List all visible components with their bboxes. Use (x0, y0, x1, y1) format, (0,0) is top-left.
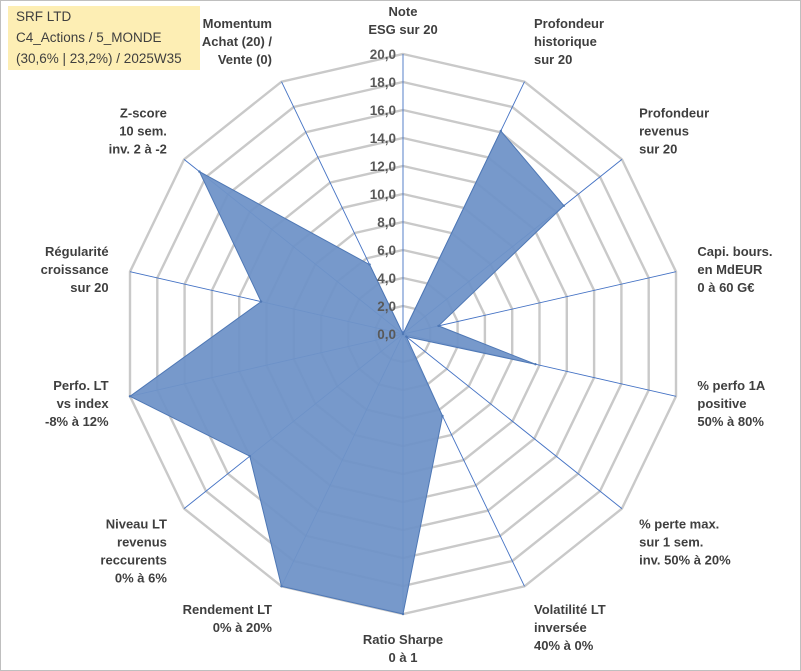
series-point (128, 395, 132, 398)
tick-label: 14,0 (370, 131, 396, 146)
series-point (368, 263, 371, 266)
category-labels: Note ESG sur 20 Profondeur historique sur 20… (41, 4, 773, 665)
category-label: Niveau LT revenus reccurents 0% à 6% (100, 516, 167, 585)
series-point (405, 335, 408, 338)
category-label: Z-score 10 sem. inv. 2 à -2 (109, 106, 167, 157)
info-stats: (30,6% | 23,2%) / 2025W35 (16, 51, 182, 66)
tick-label: 4,0 (377, 271, 396, 286)
series-point (259, 300, 263, 303)
info-box: SRF LTD C4_Actions / 5_MONDE (30,6% | 23… (8, 6, 200, 70)
category-label: Perfo. LT vs index -8% à 12% (45, 378, 109, 429)
tick-label: 6,0 (377, 243, 396, 258)
category-label: Volatilité LT inversée 40% à 0% (534, 602, 606, 653)
spoke-line (402, 271, 677, 335)
radar-series (128, 129, 566, 616)
tick-label: 10,0 (370, 187, 396, 202)
series-point (248, 455, 251, 458)
series-point (437, 324, 440, 328)
tick-label: 20,0 (370, 47, 396, 62)
series-point (198, 170, 201, 173)
category-label: Profondeur historique sur 20 (534, 16, 604, 67)
category-label: Capi. bours. en MdEUR 0 à 60 G€ (697, 244, 772, 295)
series-point (499, 129, 502, 133)
tick-label: 18,0 (370, 75, 396, 90)
series-point (280, 585, 283, 588)
tick-label: 8,0 (377, 215, 396, 230)
series-point (534, 363, 537, 366)
info-title: SRF LTD (16, 9, 72, 24)
tick-label: 12,0 (370, 159, 396, 174)
tick-label: 0,0 (377, 327, 396, 342)
series-point (401, 332, 405, 336)
radial-tick-labels: 0,0 2,0 4,0 6,0 8,0 10,0 12,0 14,0 16,0 18,0 20,0 (370, 47, 396, 342)
category-label: Régularité croissance sur 20 (41, 244, 109, 295)
category-label: Profondeur revenus sur 20 (639, 106, 709, 157)
series-area (129, 129, 565, 615)
category-label: % perfo 1A positive 50% à 80% (697, 378, 766, 429)
series-point (441, 414, 444, 418)
category-label: % perte max. sur 1 sem. inv. 50% à 20% (639, 516, 731, 567)
spoke-line (402, 333, 623, 509)
category-label: Note ESG sur 20 (368, 4, 437, 37)
series-point (562, 204, 566, 207)
category-label: Ratio Sharpe 0 à 1 (363, 632, 443, 665)
category-label: Momentum Achat (20) / Vente (0) (202, 16, 272, 67)
info-category: C4_Actions / 5_MONDE (16, 30, 162, 45)
series-point (401, 612, 405, 616)
category-label: Rendement LT 0% à 20% (183, 602, 273, 635)
tick-label: 2,0 (377, 299, 396, 314)
tick-label: 16,0 (370, 103, 396, 118)
